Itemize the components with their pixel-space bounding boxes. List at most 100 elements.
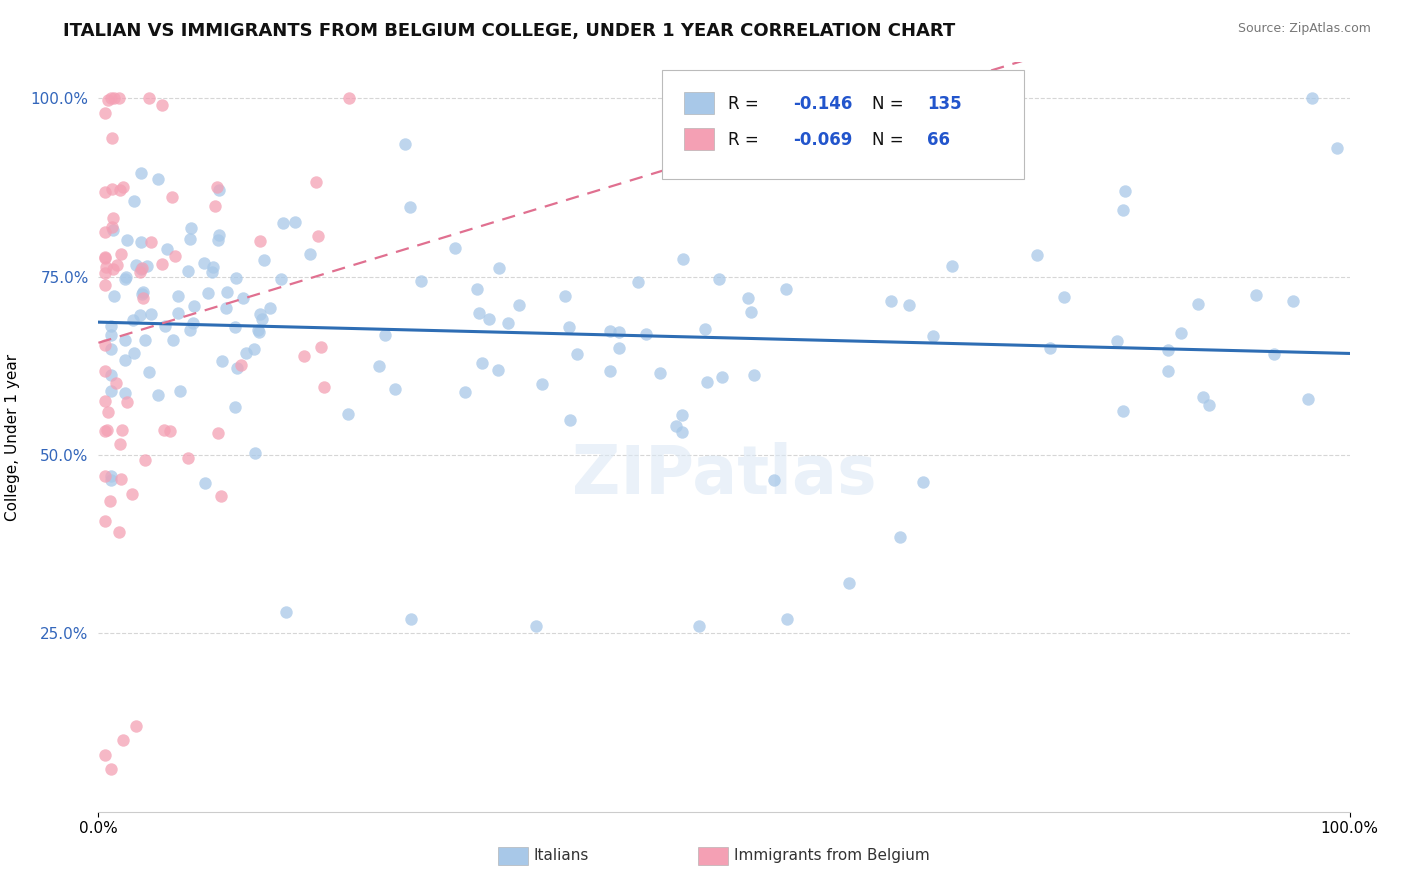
Point [138,91,160,105]
Point [100,469,122,483]
Point [177,264,200,278]
Point [235,346,257,360]
Text: R =: R = [728,95,763,112]
Point [156,242,179,256]
Point [941,259,963,273]
Point [93,514,115,528]
Point [775,282,797,296]
Point [889,530,911,544]
Point [1198,399,1220,413]
Point [211,354,233,368]
Point [162,334,184,348]
Text: ITALIAN VS IMMIGRANTS FROM BELGIUM COLLEGE, UNDER 1 YEAR CORRELATION CHART: ITALIAN VS IMMIGRANTS FROM BELGIUM COLLE… [63,22,956,40]
Point [100,473,122,487]
Point [193,256,215,270]
Point [125,719,148,733]
Point [97,405,120,419]
Point [298,247,321,261]
Point [152,98,174,112]
Point [531,377,554,392]
Point [444,241,467,255]
Point [292,349,315,363]
Point [101,261,124,276]
Point [179,232,201,246]
Point [225,361,247,376]
Point [880,293,903,308]
Point [707,272,730,286]
Point [557,320,579,334]
Point [229,359,252,373]
Point [103,91,125,105]
Point [110,472,132,486]
Point [121,487,143,501]
Point [671,408,693,422]
Point [160,190,183,204]
Text: 66: 66 [927,130,950,149]
Point [409,274,432,288]
Point [115,269,138,284]
Point [129,166,152,180]
Point [688,619,710,633]
Point [1157,343,1180,358]
Point [129,235,152,249]
Point [599,364,621,378]
Text: Italians: Italians [534,848,589,863]
Point [105,376,128,390]
Point [139,307,162,321]
Point [1114,184,1136,198]
Point [153,423,176,437]
Point [108,183,131,197]
Point [307,228,329,243]
Text: Immigrants from Belgium: Immigrants from Belgium [734,848,929,863]
Point [100,368,122,382]
Point [207,233,229,247]
Point [93,251,115,265]
Point [249,234,271,248]
Point [776,612,799,626]
Point [224,401,246,415]
Point [599,324,621,338]
Point [232,291,254,305]
Point [96,423,118,437]
Point [100,762,122,776]
Point [208,227,231,242]
Point [243,446,266,460]
Text: N =: N = [872,130,908,149]
Text: ZIPatlas: ZIPatlas [572,442,876,508]
Text: R =: R = [728,130,763,149]
Point [114,353,136,368]
Point [284,215,307,229]
Point [131,287,153,301]
Point [1107,334,1129,349]
Point [114,334,136,348]
FancyBboxPatch shape [661,70,1025,178]
Point [554,289,576,303]
Point [648,366,671,380]
Point [305,175,328,189]
Point [1157,364,1180,378]
Point [153,318,176,333]
Point [249,307,271,321]
Point [1244,288,1267,302]
Point [636,327,658,342]
Point [524,619,547,633]
Point [167,289,190,303]
Point [711,370,734,384]
Point [508,298,530,312]
Point [838,576,860,591]
Point [193,475,215,490]
Point [93,225,115,239]
FancyBboxPatch shape [697,847,728,865]
Point [93,338,115,352]
Point [607,341,630,355]
Point [132,291,155,305]
Point [273,216,295,230]
Point [486,363,509,377]
Text: -0.146: -0.146 [793,95,852,112]
Point [250,312,273,326]
Point [496,317,519,331]
FancyBboxPatch shape [685,92,714,114]
Point [101,223,124,237]
Point [112,733,135,747]
Point [1187,297,1209,311]
